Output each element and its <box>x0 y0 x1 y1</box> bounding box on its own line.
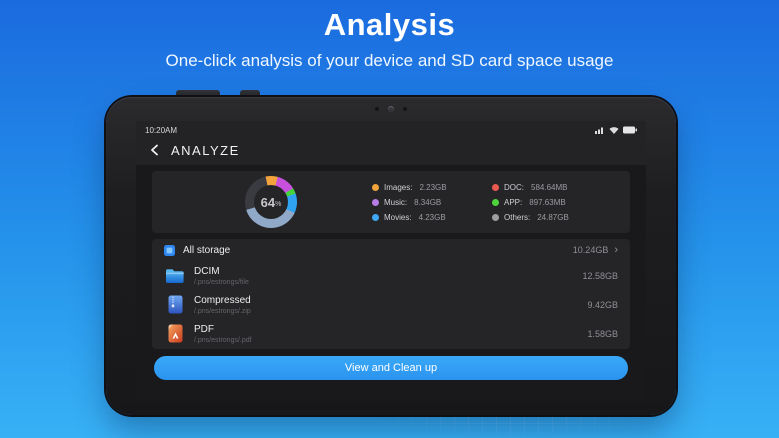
legend-item-app: APP: 897.63MB <box>492 195 569 210</box>
storage-row-dcim[interactable]: DCIM /.pns/estrongs/file 12.58GB <box>152 261 630 290</box>
front-camera <box>375 106 407 112</box>
tablet-volume-button <box>176 90 220 98</box>
analysis-summary-card: 64 % Images: 2.23GB Music: <box>152 171 630 233</box>
zip-icon <box>168 295 182 314</box>
storage-row-name: DCIM <box>194 265 220 277</box>
analyze-content: 64 % Images: 2.23GB Music: <box>136 165 646 399</box>
page-subtitle: One-click analysis of your device and SD… <box>165 51 614 70</box>
donut-center: 64 % <box>254 185 288 219</box>
legend-dot <box>372 199 379 206</box>
storage-row-size: 1.58GB <box>587 328 618 339</box>
used-percentage: 64 <box>260 194 276 210</box>
storage-row-path: /.pns/estrongs/file <box>194 278 249 286</box>
legend-item-music: Music: 8.34GB <box>372 195 447 210</box>
wifi-icon <box>609 127 619 134</box>
all-storage-row[interactable]: All storage 10.24GB › <box>152 239 630 261</box>
chevron-right-icon: › <box>614 243 618 256</box>
nav-title: ANALYZE <box>171 142 240 158</box>
all-storage-label: All storage <box>183 244 231 256</box>
back-icon[interactable] <box>149 144 161 156</box>
tablet-device: 10:20AM <box>106 97 676 415</box>
legend-dot <box>492 199 499 206</box>
storage-list: All storage 10.24GB › <box>152 239 630 349</box>
storage-row-compressed[interactable]: Compressed /.pns/estrongs/.zip 9.42GB <box>152 290 630 319</box>
tablet-screen: 10:20AM <box>136 121 646 399</box>
storage-row-name: Compressed <box>194 294 251 306</box>
legend-item-others: Others: 24.87GB <box>492 210 569 225</box>
storage-row-path: /.pns/estrongs/.zip <box>194 307 251 315</box>
legend-dot <box>492 214 499 221</box>
hero-banner: Analysis One-click analysis of your devi… <box>0 7 779 71</box>
storage-row-path: /.pns/estrongs/.pdf <box>194 336 252 344</box>
storage-row-pdf[interactable]: PDF /.pns/estrongs/.pdf 1.58GB <box>152 319 630 348</box>
signal-icon <box>595 127 603 134</box>
battery-icon <box>623 126 637 134</box>
legend-column-left: Images: 2.23GB Music: 8.34GB Movies: 4.2… <box>372 180 447 225</box>
nav-bar: ANALYZE <box>136 136 646 164</box>
storage-row-size: 12.58GB <box>582 270 618 281</box>
tablet-power-button <box>240 90 260 98</box>
app-header: 10:20AM <box>136 121 646 165</box>
percent-sign: % <box>275 200 282 208</box>
legend-column-right: DOC: 584.64MB APP: 897.63MB Others: 24.8… <box>492 180 569 225</box>
page-title: Analysis <box>323 7 456 42</box>
folder-icon <box>166 268 184 283</box>
pdf-icon <box>168 324 182 343</box>
legend-item-images: Images: 2.23GB <box>372 180 447 195</box>
donut-chart: 64 % <box>245 176 297 228</box>
status-icons <box>595 126 637 134</box>
view-clean-up-button[interactable]: View and Clean up <box>154 356 628 380</box>
status-time: 10:20AM <box>145 125 178 135</box>
legend-dot <box>372 214 379 221</box>
storage-row-name: PDF <box>194 323 214 335</box>
legend-item-movies: Movies: 4.23GB <box>372 210 447 225</box>
legend-dot <box>492 184 499 191</box>
storage-icon <box>164 244 175 256</box>
legend-item-doc: DOC: 584.64MB <box>492 180 569 195</box>
legend-dot <box>372 184 379 191</box>
status-bar: 10:20AM <box>136 121 646 136</box>
all-storage-size: 10.24GB <box>572 245 609 255</box>
storage-row-size: 9.42GB <box>587 299 618 310</box>
